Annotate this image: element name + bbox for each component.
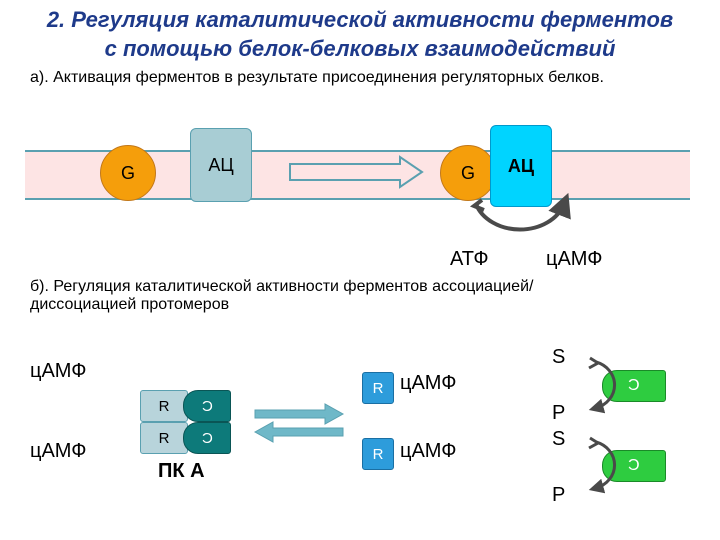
c-label: C — [202, 430, 213, 447]
camp-label-4: цАМФ — [400, 440, 456, 463]
pka-label: ПК А — [158, 460, 205, 483]
pka-r-top: R — [140, 390, 188, 422]
r-label: R — [159, 430, 170, 447]
p-label-top: P — [552, 402, 565, 425]
activation-arrow — [290, 155, 422, 189]
adenylate-cyclase-left: АЦ — [190, 128, 252, 202]
c-label: C — [202, 398, 213, 415]
r-label: R — [159, 398, 170, 415]
pka-r-bottom: R — [140, 422, 188, 454]
g-protein-right: G — [440, 145, 496, 201]
s-label-bottom: S — [552, 428, 565, 451]
r-subunit-free-top: R — [362, 372, 394, 404]
title-line1: 2. Регуляция каталитической активности ф… — [47, 7, 673, 32]
r-subunit-free-bottom: R — [362, 438, 394, 470]
c-label: C — [628, 377, 640, 395]
c-label: C — [628, 457, 640, 475]
camp-label-1: цАМФ — [30, 360, 86, 383]
ac-label: АЦ — [508, 156, 534, 177]
subtitle-b: б). Регуляция каталитической активности … — [30, 278, 590, 314]
camp-label: цАМФ — [546, 248, 602, 271]
atp-label: АТФ — [450, 248, 489, 271]
g-label: G — [121, 163, 135, 184]
p-label-bottom: P — [552, 484, 565, 507]
g-protein-left: G — [100, 145, 156, 201]
pka-c-top: C — [183, 390, 231, 422]
camp-label-2: цАМФ — [30, 440, 86, 463]
adenylate-cyclase-right: АЦ — [490, 125, 552, 207]
main-title: 2. Регуляция каталитической активности ф… — [0, 0, 720, 63]
subtitle-a: а). Активация ферментов в результате при… — [0, 63, 720, 87]
camp-label-3: цАМФ — [400, 372, 456, 395]
ac-label: АЦ — [208, 155, 233, 176]
equilibrium-arrows — [255, 400, 345, 444]
pka-c-bottom: C — [183, 422, 231, 454]
s-label-top: S — [552, 346, 565, 369]
r-label: R — [373, 446, 384, 463]
g-label: G — [461, 163, 475, 184]
r-label: R — [373, 380, 384, 397]
title-line2: с помощью белок-белковых взаимодействий — [105, 36, 616, 61]
